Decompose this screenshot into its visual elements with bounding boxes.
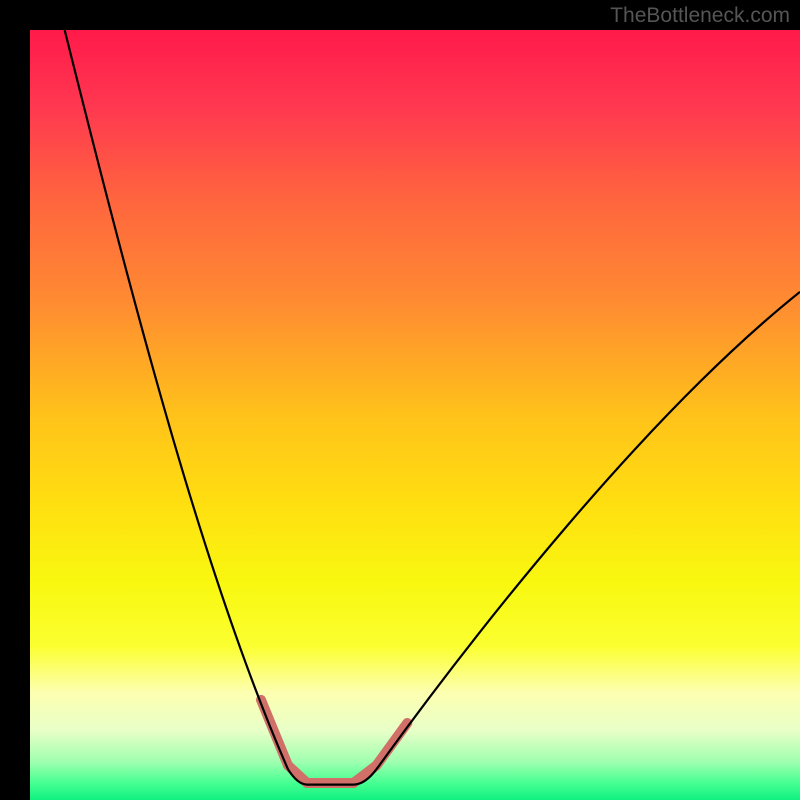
chart-container: TheBottleneck.com	[0, 0, 800, 800]
highlight-segments	[261, 700, 407, 783]
watermark-text: TheBottleneck.com	[610, 4, 790, 28]
curve-svg	[30, 30, 800, 800]
plot-area	[30, 30, 800, 800]
bottleneck-curve	[65, 30, 800, 785]
